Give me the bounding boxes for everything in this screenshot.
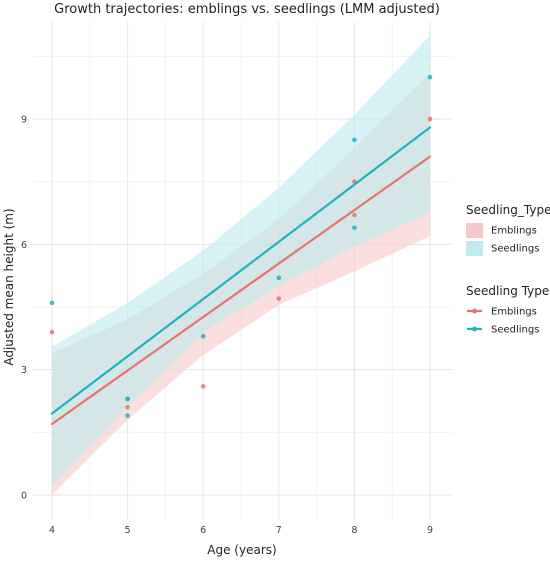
y-tick-label: 9 — [21, 115, 27, 126]
x-axis-title: Age (years) — [207, 543, 276, 557]
point-emblings — [125, 404, 130, 410]
legend-swatch-fill — [466, 223, 483, 238]
x-tick-label: 7 — [276, 525, 282, 536]
y-tick-label: 3 — [21, 365, 27, 376]
point-seedlings — [200, 333, 206, 339]
point-seedlings — [49, 300, 55, 306]
y-axis-title: Adjusted mean height (m) — [2, 208, 16, 365]
point-seedlings — [427, 74, 433, 80]
point-emblings — [276, 296, 282, 301]
point-emblings — [200, 384, 206, 389]
x-tick-label: 4 — [49, 525, 55, 536]
point-seedlings — [125, 396, 130, 402]
fit-line-emblings — [50, 155, 432, 426]
legend-label: Seedlings — [491, 325, 539, 336]
legend-swatch-point — [472, 308, 477, 314]
chart-title: Growth trajectories: emblings vs. seedli… — [54, 2, 440, 17]
x-tick-label: 8 — [351, 525, 357, 536]
fit-line-seedlings — [50, 126, 432, 415]
ribbon-seedlings — [52, 35, 430, 487]
point-seedlings — [276, 275, 282, 281]
legend-title: Seedling Type — [466, 284, 549, 298]
y-tick-label: 0 — [21, 491, 27, 502]
point-seedlings — [125, 413, 130, 418]
point-emblings — [49, 329, 55, 335]
y-tick-label: 6 — [21, 240, 27, 251]
x-tick-label: 6 — [200, 525, 206, 536]
legend: Seedling_Type Emblings Seedlings Seedling T… — [466, 203, 550, 336]
x-tick-label: 9 — [427, 525, 433, 536]
legend-label: Emblings — [491, 307, 537, 318]
legend-swatch-fill — [466, 241, 483, 256]
plot-area: 4 5 6 7 8 9 0 3 6 9 — [21, 22, 452, 536]
point-emblings — [427, 116, 433, 122]
point-emblings — [352, 212, 357, 218]
legend-label: Seedlings — [491, 244, 539, 255]
x-tick-label: 5 — [125, 525, 131, 536]
legend-label: Emblings — [491, 226, 537, 237]
legend-swatch-point — [472, 326, 477, 332]
point-seedlings — [352, 225, 357, 230]
legend-title: Seedling_Type — [466, 203, 550, 217]
point-seedlings — [352, 137, 357, 143]
